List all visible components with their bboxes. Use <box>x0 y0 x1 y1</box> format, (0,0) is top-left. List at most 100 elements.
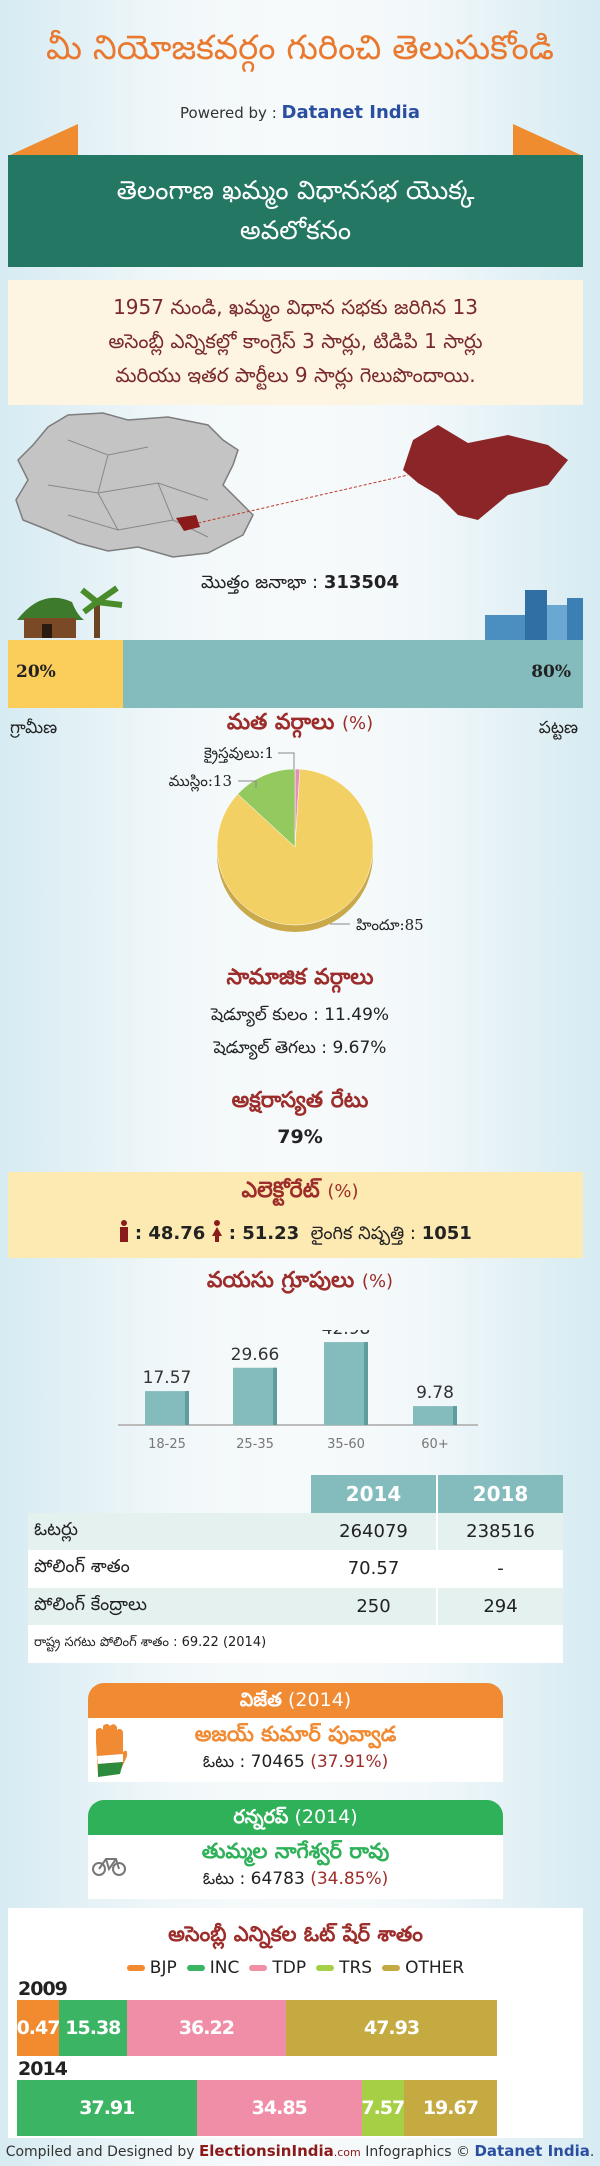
year-label-2014: 2014 <box>18 2058 68 2080</box>
banner-line: తెలంగాణ ఖమ్మం విధానసభ యొక్క <box>116 176 475 206</box>
pie-label: క్రైస్తవులు:1 <box>204 744 274 765</box>
bicycle-icon <box>92 1858 126 1876</box>
footer-mid: Infographics © <box>365 2144 471 2160</box>
urban-label: పట్టణ <box>538 718 578 738</box>
ribbon-tail-right <box>513 124 583 156</box>
banner-line: అవలోకనం <box>239 216 352 246</box>
intro-line: 1957 నుండి, ఖమ్మం విధాన సభకు జరిగిన 13 <box>113 295 478 319</box>
rural-fill: 20% <box>8 640 123 708</box>
hand-icon <box>96 1724 128 1777</box>
intro-line: మరియు ఇతర పార్టీలు 9 సార్లు గెలుపొందాయి. <box>115 363 476 387</box>
vote-share-segment-tdp: 36.22 <box>126 2000 287 2056</box>
age-category-label: 25-35 <box>236 1437 274 1452</box>
age-bar-edge <box>273 1367 277 1425</box>
col-2018: 2018 <box>436 1475 563 1513</box>
electorate-unit: (%) <box>327 1181 359 1202</box>
winner-header: విజేత (2014) <box>88 1683 503 1718</box>
urban-fill: 80% <box>123 640 583 708</box>
row-label: పోలింగ్ శాతం <box>34 1556 130 1578</box>
legend-item: TDP <box>249 1958 306 1978</box>
intro-line: అసెంబ్లీ ఎన్నికల్లో కాంగ్రెస్ 3 సార్లు, … <box>108 329 483 353</box>
religion-title-text: మత వర్గాలు <box>226 710 335 735</box>
vote-share-title: అసెంబ్లీ ఎన్నికల ఓట్ షేర్ శాతం <box>168 1922 423 1946</box>
vote-share-legend: BJP INC TDP TRS OTHER <box>8 1958 583 1978</box>
age-title-text: వయసు గ్రూపులు <box>206 1268 355 1293</box>
row-label: పోలింగ్ కేంద్రాలు <box>34 1593 147 1615</box>
winner-vote-count: ఓటు : 70465 <box>202 1752 305 1772</box>
legend-swatch <box>316 1965 335 1971</box>
vote-share-segment-bjp: 0.47 <box>17 2000 60 2056</box>
footer-brand: Datanet India <box>474 2142 590 2160</box>
literacy-value: 79% <box>277 1126 323 1148</box>
footer-site-tld: .com <box>333 2146 361 2159</box>
powered-by: Powered by : Datanet India <box>0 102 600 123</box>
city-buildings-icon <box>485 590 583 640</box>
col-2014: 2014 <box>311 1475 436 1513</box>
year-label-2009: 2009 <box>18 1978 68 2000</box>
cell: 238516 <box>436 1512 563 1550</box>
age-bar-value: 42.98 <box>322 1330 371 1339</box>
electorate-title-text: ఎలెక్టోరేట్ <box>241 1178 320 1203</box>
age-bar <box>413 1406 457 1425</box>
runnerup-card: రన్నరప్ (2014) తుమ్మల నాగేశ్వర్ రావు ఓటు… <box>88 1800 503 1899</box>
pie-label: హిందూ:85 <box>356 916 424 934</box>
urban-percent: 80% <box>531 662 571 682</box>
cell: 294 <box>436 1587 563 1625</box>
age-bar-chart: 17.57 18-25 29.66 25-35 42.98 35-60 9.78 60+ <box>118 1330 478 1452</box>
powered-prefix: Powered by : <box>180 104 277 122</box>
electorate-box: ఎలెక్టోరేట్ (%) : 48.76 : 51.23 లైంగిక న… <box>8 1172 583 1258</box>
vote-share-bar-2014: 37.91 34.85 7.57 19.67 <box>17 2080 497 2136</box>
religion-title: మత వర్గాలు (%) <box>0 710 600 740</box>
legend-swatch <box>126 1965 145 1971</box>
table-note: రాష్ట్ర సగటు పోలింగ్ శాతం : 69.22 (2014) <box>34 1634 267 1650</box>
legend-item: BJP <box>126 1958 177 1978</box>
runnerup-votes: ఓటు : 64783 (34.85%) <box>88 1869 503 1893</box>
table-row: ఓటర్లు 264079 238516 <box>28 1512 563 1550</box>
cell: - <box>436 1550 563 1588</box>
male-percent: : 48.76 <box>134 1223 206 1244</box>
vote-share-bar-2009: 0.47 15.38 36.22 47.93 <box>17 2000 497 2056</box>
age-bar-edge <box>185 1391 189 1425</box>
sex-ratio-value: 1051 <box>421 1223 472 1244</box>
age-bar-value: 29.66 <box>231 1345 280 1365</box>
age-bar <box>324 1342 368 1425</box>
legend-swatch <box>186 1965 205 1971</box>
brand-name: Datanet India <box>281 102 420 123</box>
cell: 70.57 <box>347 1558 400 1580</box>
intro-text: 1957 నుండి, ఖమ్మం విధాన సభకు జరిగిన 13 అ… <box>8 280 583 405</box>
legend-item: INC <box>186 1958 239 1978</box>
male-icon <box>120 1220 129 1242</box>
legend-swatch <box>382 1965 401 1971</box>
religion-pie-chart: క్రైస్తవులు:1 ముస్లిం:13 హిందూ:85 <box>169 744 424 934</box>
population-value: 313504 <box>323 572 399 593</box>
female-icon <box>212 1220 223 1242</box>
social-title: సామాజిక వర్గాలు <box>226 965 374 990</box>
age-title: వయసు గ్రూపులు (%) <box>0 1268 600 1298</box>
vote-share-segment-other: 47.93 <box>286 2000 497 2056</box>
vote-share-segment-tdp: 34.85 <box>196 2080 362 2136</box>
winner-votes: ఓటు : 70465 (37.91%) <box>88 1752 503 1776</box>
vote-share-segment-inc: 15.38 <box>59 2000 127 2056</box>
table-row: పోలింగ్ కేంద్రాలు 250 294 <box>28 1587 563 1625</box>
winner-title: విజేత <box>239 1689 282 1711</box>
runnerup-vote-pct: (34.85%) <box>310 1869 389 1889</box>
runnerup-year: (2014) <box>294 1806 358 1828</box>
religion-unit: (%) <box>342 713 374 734</box>
footer-site: ElectionsinIndia <box>198 2142 334 2160</box>
age-category-label: 35-60 <box>327 1437 365 1452</box>
cell: 264079 <box>339 1520 408 1542</box>
legend-swatch <box>249 1965 268 1971</box>
age-bar-value: 17.57 <box>143 1368 192 1388</box>
female-percent: : 51.23 <box>228 1223 300 1244</box>
table-header: 2014 2018 <box>28 1475 563 1513</box>
literacy-title: అక్షరాస్యత రేటు <box>231 1088 369 1113</box>
table-row: పోలింగ్ శాతం 70.57 - <box>28 1550 563 1588</box>
vote-share-segment-trs: 7.57 <box>361 2080 405 2136</box>
age-category-label: 60+ <box>421 1437 448 1452</box>
pie-slice <box>237 768 296 848</box>
winner-vote-pct: (37.91%) <box>310 1752 389 1772</box>
rural-label: గ్రామీణ <box>10 718 58 738</box>
st-percent: షెడ్యూల్ తెగలు : 9.67% <box>213 1038 387 1058</box>
village-hut-icon <box>17 585 123 638</box>
winner-card: విజేత (2014) అజయ్ కుమార్ పువ్వాడ ఓటు : 7… <box>88 1683 503 1782</box>
